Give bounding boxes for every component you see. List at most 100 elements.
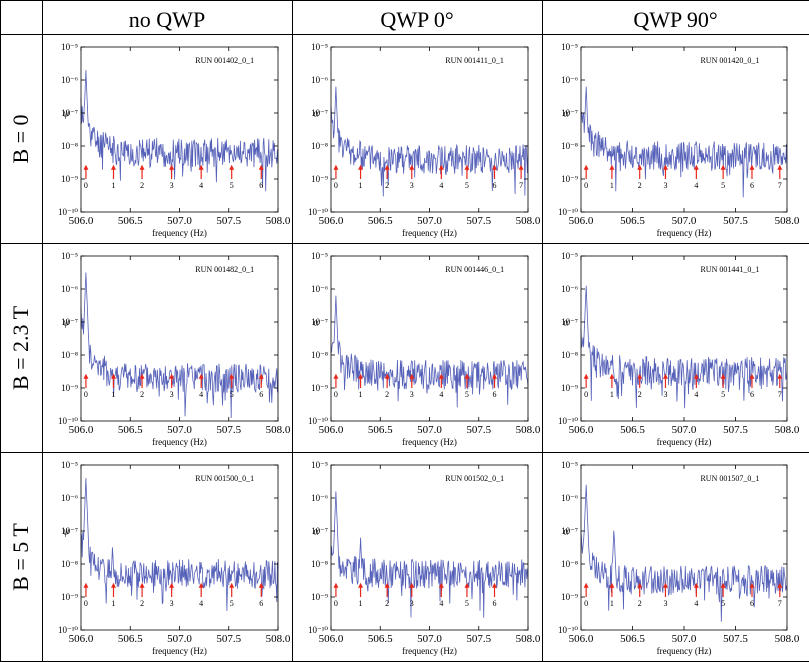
harmonic-marker-head bbox=[229, 164, 235, 170]
harmonic-marker-label: 1 bbox=[359, 181, 363, 190]
y-tick-label: 10⁻⁵ bbox=[311, 42, 328, 52]
harmonic-marker-head bbox=[662, 373, 668, 379]
harmonic-marker-label: 4 bbox=[199, 390, 203, 399]
harmonic-marker-head bbox=[693, 164, 699, 170]
y-tick-label: 10⁻⁶ bbox=[561, 284, 578, 294]
x-tick-label: 507.5 bbox=[216, 424, 241, 436]
harmonic-marker-label: 3 bbox=[663, 390, 667, 399]
run-label: RUN 001507_0_1 bbox=[700, 474, 759, 483]
y-tick-label: 10⁻⁹ bbox=[311, 383, 328, 393]
harmonic-marker-label: 3 bbox=[663, 181, 667, 190]
harmonic-marker-label: 1 bbox=[112, 390, 116, 399]
y-tick-label: 10⁻⁹ bbox=[61, 383, 78, 393]
harmonic-marker-label: 1 bbox=[112, 181, 116, 190]
run-label: RUN 001411_0_1 bbox=[445, 56, 504, 65]
harmonic-marker-label: 6 bbox=[259, 599, 263, 608]
x-tick-label: 508.0 bbox=[266, 215, 291, 227]
harmonic-marker-head bbox=[693, 373, 699, 379]
harmonic-marker-head bbox=[198, 164, 204, 170]
y-tick-label: 10⁻⁷ bbox=[561, 108, 578, 118]
harmonic-marker-head bbox=[492, 582, 498, 588]
spectrum-trace bbox=[80, 478, 279, 612]
harmonic-marker-label: 0 bbox=[84, 390, 88, 399]
harmonic-marker-label: 3 bbox=[410, 390, 414, 399]
column-header-1: no QWP bbox=[128, 7, 206, 32]
y-tick-label: 10⁻⁵ bbox=[311, 251, 328, 261]
y-tick-label: 10⁻¹⁰ bbox=[558, 416, 578, 426]
x-tick-label: 506.0 bbox=[69, 633, 94, 645]
x-tick-label: 506.0 bbox=[69, 424, 94, 436]
harmonic-marker-head bbox=[609, 164, 615, 170]
harmonic-marker-head bbox=[609, 373, 615, 379]
y-tick-label: 10⁻⁶ bbox=[61, 75, 78, 85]
harmonic-marker-head bbox=[637, 164, 643, 170]
harmonic-marker-label: 2 bbox=[638, 390, 642, 399]
plot-panel-9: 10⁻¹⁰ 10⁻⁹ 10⁻⁸ 10⁻⁷ 10⁻⁶ 10⁻⁵ 506.0 506.5 507.0… bbox=[558, 460, 800, 656]
harmonic-marker-label: 2 bbox=[638, 181, 642, 190]
harmonic-marker-head bbox=[777, 164, 783, 170]
y-tick-label: 10⁻⁹ bbox=[561, 592, 578, 602]
x-axis-label: frequency (Hz) bbox=[152, 646, 207, 656]
plot-panel-3: 10⁻¹⁰ 10⁻⁹ 10⁻⁸ 10⁻⁷ 10⁻⁶ 10⁻⁵ 506.0 506.5 507.0… bbox=[558, 42, 800, 238]
harmonic-marker-label: 7 bbox=[778, 599, 782, 608]
harmonic-marker-head bbox=[169, 373, 175, 379]
y-axis-label: ψ bbox=[63, 526, 70, 537]
harmonic-marker-label: 1 bbox=[112, 599, 116, 608]
spectrum-trace bbox=[330, 86, 529, 197]
x-axis-label: frequency (Hz) bbox=[657, 646, 712, 656]
x-axis-label: frequency (Hz) bbox=[657, 437, 712, 447]
y-tick-label: 10⁻¹⁰ bbox=[58, 625, 78, 635]
harmonic-marker-head bbox=[333, 373, 339, 379]
x-tick-label: 507.0 bbox=[672, 633, 697, 645]
x-tick-label: 506.5 bbox=[118, 424, 143, 436]
x-tick-label: 506.5 bbox=[368, 215, 393, 227]
harmonic-marker-head bbox=[492, 373, 498, 379]
column-header-3: QWP 90° bbox=[633, 7, 718, 32]
harmonic-marker-head bbox=[384, 582, 390, 588]
y-tick-label: 10⁻⁸ bbox=[61, 559, 78, 569]
harmonic-marker-label: 4 bbox=[439, 390, 443, 399]
harmonic-marker-label: 6 bbox=[259, 390, 263, 399]
x-tick-label: 506.5 bbox=[620, 424, 645, 436]
harmonic-marker-head bbox=[662, 164, 668, 170]
harmonic-marker-head bbox=[609, 582, 615, 588]
x-tick-label: 507.5 bbox=[723, 424, 748, 436]
harmonic-marker-head bbox=[384, 373, 390, 379]
harmonic-marker-label: 3 bbox=[170, 181, 174, 190]
harmonic-marker-head bbox=[139, 582, 145, 588]
x-axis-label: frequency (Hz) bbox=[402, 437, 457, 447]
harmonic-marker-head bbox=[358, 582, 364, 588]
harmonic-marker-label: 4 bbox=[694, 390, 698, 399]
x-tick-label: 507.0 bbox=[672, 424, 697, 436]
harmonic-marker-label: 4 bbox=[439, 599, 443, 608]
harmonic-marker-label: 3 bbox=[170, 599, 174, 608]
y-axis-label: ψ bbox=[63, 108, 70, 119]
harmonic-marker-label: 1 bbox=[359, 599, 363, 608]
harmonic-marker-head bbox=[229, 582, 235, 588]
harmonic-marker-head bbox=[198, 373, 204, 379]
y-tick-label: 10⁻⁶ bbox=[61, 493, 78, 503]
y-tick-label: 10⁻⁶ bbox=[311, 493, 328, 503]
harmonic-marker-head bbox=[83, 582, 89, 588]
plot-panel-7: 10⁻¹⁰ 10⁻⁹ 10⁻⁸ 10⁻⁷ 10⁻⁶ 10⁻⁵ 506.0 506.5 507.0… bbox=[58, 460, 291, 656]
harmonic-marker-head bbox=[384, 164, 390, 170]
x-tick-label: 506.5 bbox=[368, 424, 393, 436]
harmonic-marker-head bbox=[464, 164, 470, 170]
harmonic-marker-label: 5 bbox=[230, 390, 234, 399]
harmonic-marker-head bbox=[409, 373, 415, 379]
plot-panel-1: 10⁻¹⁰ 10⁻⁹ 10⁻⁸ 10⁻⁷ 10⁻⁶ 10⁻⁵ 506.0 506.5 507.0… bbox=[58, 42, 291, 238]
harmonic-marker-label: 6 bbox=[750, 181, 754, 190]
y-tick-label: 10⁻¹⁰ bbox=[558, 207, 578, 217]
harmonic-marker-head bbox=[358, 164, 364, 170]
column-header-2: QWP 0° bbox=[380, 7, 454, 32]
y-tick-label: 10⁻⁸ bbox=[61, 141, 78, 151]
harmonic-marker-label: 6 bbox=[259, 181, 263, 190]
y-tick-label: 10⁻¹⁰ bbox=[308, 416, 328, 426]
harmonic-marker-head bbox=[438, 373, 444, 379]
x-tick-label: 507.5 bbox=[723, 633, 748, 645]
y-axis-label: ψ bbox=[63, 317, 70, 328]
harmonic-marker-head bbox=[438, 164, 444, 170]
x-tick-label: 507.5 bbox=[466, 633, 491, 645]
harmonic-marker-label: 0 bbox=[584, 599, 588, 608]
harmonic-marker-label: 1 bbox=[610, 599, 614, 608]
